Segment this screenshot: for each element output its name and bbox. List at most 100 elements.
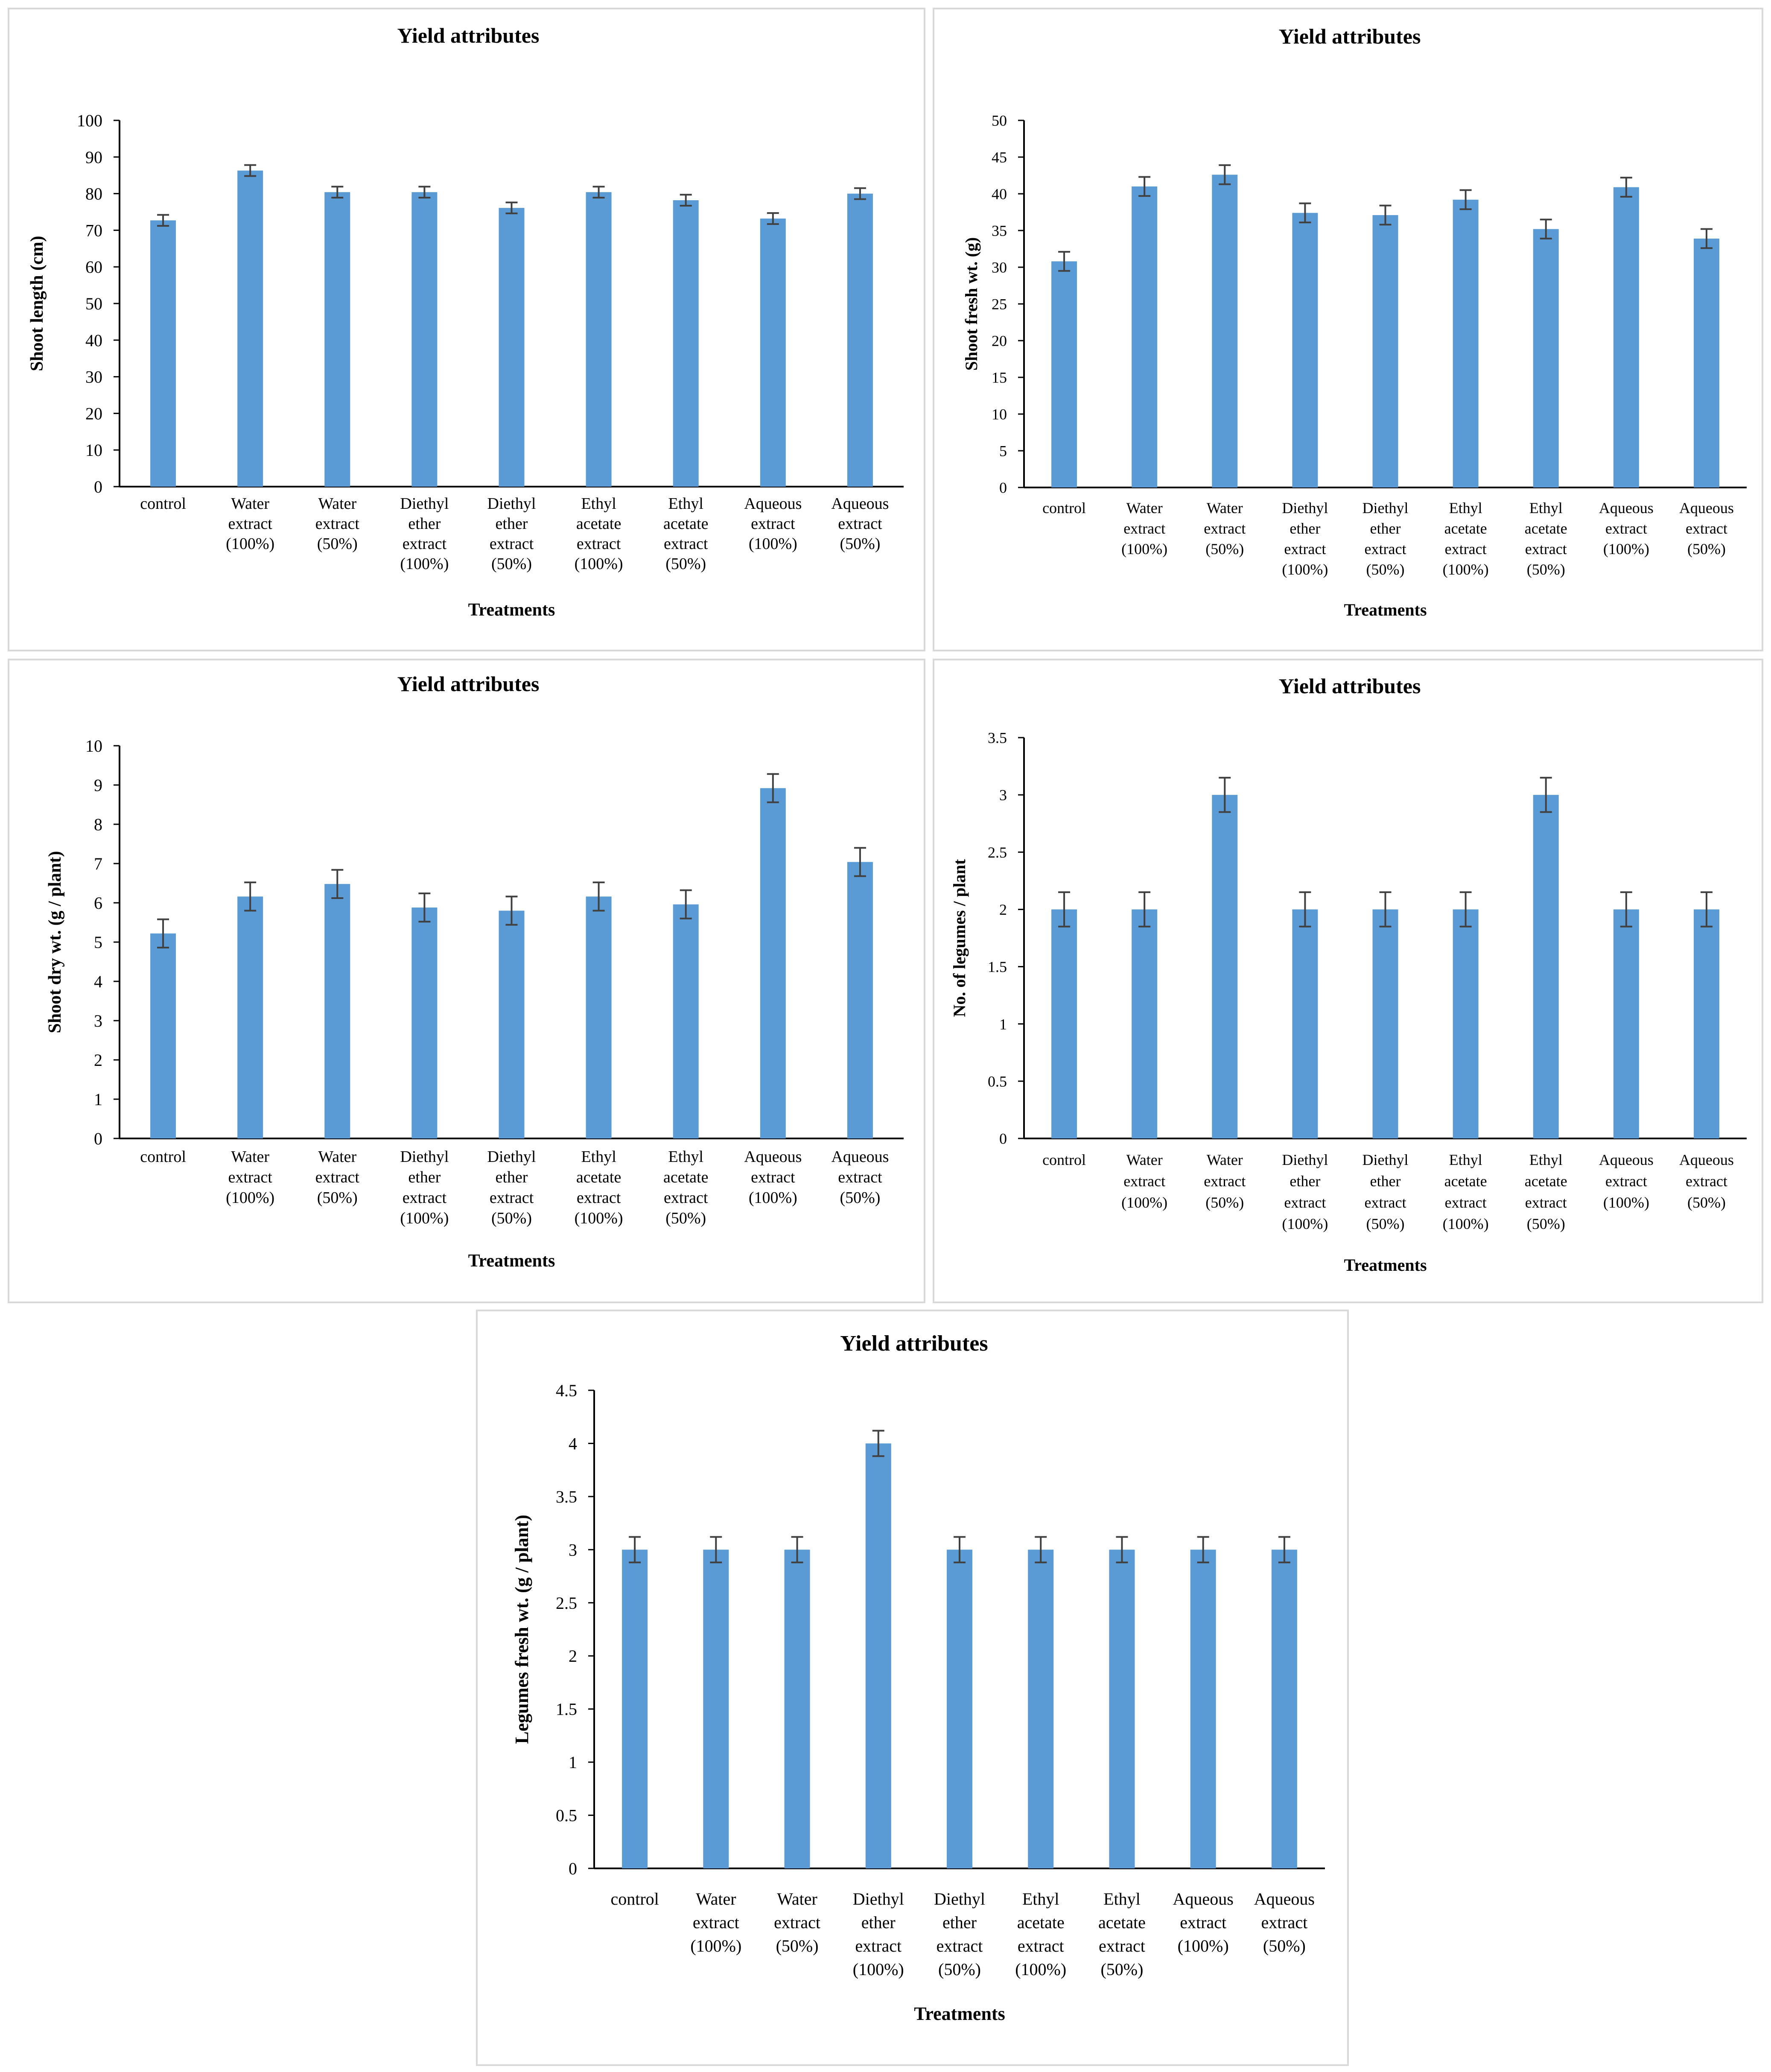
y-tick-label: 60 bbox=[85, 257, 102, 277]
y-tick-label: 2.5 bbox=[556, 1593, 577, 1613]
x-tick-label: Water extract (50%) bbox=[774, 1889, 820, 1955]
x-tick-label: Diethyl ether extract (100%) bbox=[400, 495, 449, 573]
bar-ethyl-acetate-extract-100 bbox=[1453, 909, 1479, 1138]
x-tick-label: Aqueous extract (50%) bbox=[831, 1148, 889, 1207]
bar-aqueous-extract-100 bbox=[1613, 909, 1639, 1138]
error-bar bbox=[331, 869, 344, 899]
y-tick-label: 100 bbox=[77, 111, 102, 130]
error-bar bbox=[331, 186, 344, 199]
bar-control bbox=[1051, 261, 1077, 487]
y-tick-label: 0 bbox=[999, 1130, 1007, 1147]
y-axis-title: Shoot length (cm) bbox=[27, 236, 47, 371]
x-axis-title: Treatments bbox=[1344, 1255, 1427, 1275]
x-tick-label: control bbox=[140, 495, 186, 513]
bar-aqueous-extract-50 bbox=[847, 193, 873, 487]
chart-panel-shoot-dry-wt: Yield attributes 0 1 2 3 4 5 6 7 8 9 10 control Water… bbox=[8, 659, 925, 1303]
bar-water-extract-50 bbox=[784, 1550, 810, 1868]
y-axis-title: Legumes fresh wt. (g / plant) bbox=[511, 1515, 532, 1744]
error-bar bbox=[680, 194, 692, 207]
y-tick-label: 5 bbox=[999, 443, 1007, 460]
y-tick-label: 6 bbox=[94, 893, 102, 913]
x-tick-label: Diethyl ether extract (100%) bbox=[400, 1148, 449, 1227]
x-axis-title: Treatments bbox=[468, 600, 555, 620]
x-tick-label: Water extract (100%) bbox=[1121, 499, 1167, 557]
error-bar bbox=[710, 1536, 722, 1564]
error-bar bbox=[1035, 1536, 1047, 1564]
error-bar bbox=[244, 881, 257, 912]
bar-aqueous-extract-50 bbox=[1693, 909, 1719, 1138]
y-tick-label: 3 bbox=[569, 1540, 577, 1559]
x-axis-title: Treatments bbox=[1344, 600, 1427, 619]
x-tick-label: Aqueous extract (50%) bbox=[831, 495, 889, 553]
y-tick-label: 2 bbox=[94, 1051, 102, 1070]
bar-aqueous-extract-100 bbox=[760, 788, 786, 1138]
x-tick-label: Water extract (50%) bbox=[1204, 499, 1246, 557]
y-tick-label: 50 bbox=[992, 112, 1007, 129]
error-bar bbox=[592, 186, 605, 199]
y-tick-label: 10 bbox=[85, 441, 102, 460]
error-bar bbox=[854, 847, 866, 877]
y-tick-label: 0 bbox=[94, 1129, 102, 1148]
error-bar bbox=[1459, 189, 1472, 210]
error-bar bbox=[1700, 228, 1713, 249]
y-tick-label: 3.5 bbox=[556, 1487, 577, 1506]
y-axis-title: Shoot dry wt. (g / plant) bbox=[45, 851, 65, 1033]
error-bar bbox=[1379, 891, 1392, 928]
bar-diethyl-ether-extract-50 bbox=[947, 1550, 972, 1868]
x-axis-title: Treatments bbox=[468, 1251, 555, 1271]
chart-shoot-dry-wt: Yield attributes 0 1 2 3 4 5 6 7 8 9 10 control Water… bbox=[45, 672, 904, 1271]
y-tick-label: 2 bbox=[569, 1646, 577, 1666]
bar-aqueous-extract-100 bbox=[1190, 1550, 1216, 1868]
bar-control bbox=[1051, 909, 1077, 1138]
x-tick-label: Ethyl acetate extract (100%) bbox=[575, 495, 623, 573]
x-tick-label: control bbox=[140, 1148, 186, 1166]
x-tick-label: Aqueous extract (100%) bbox=[1173, 1889, 1234, 1955]
error-bar bbox=[791, 1536, 803, 1564]
bar-control bbox=[150, 220, 176, 487]
error-bar bbox=[1540, 219, 1552, 239]
y-tick-label: 1 bbox=[94, 1090, 102, 1109]
chart-panel-shoot-fresh-wt: Yield attributes 0 5 10 15 20 25 30 35 40 45 50 cont… bbox=[933, 8, 1763, 651]
y-tick-label: 3 bbox=[94, 1011, 102, 1030]
bar-control bbox=[150, 933, 176, 1138]
error-bar bbox=[767, 212, 779, 225]
y-tick-label: 1.5 bbox=[988, 958, 1007, 975]
x-tick-label: Water extract (100%) bbox=[690, 1889, 741, 1955]
bar-aqueous-extract-50 bbox=[1693, 238, 1719, 487]
chart-panel-legumes-fresh-wt: Yield attributes 0 0.5 1 1.5 2 2.5 3 3.5 4 4.5 cont… bbox=[476, 1310, 1349, 2066]
x-tick-label: control bbox=[610, 1889, 659, 1909]
error-bar bbox=[1700, 891, 1713, 928]
x-tick-label: Ethyl acetate extract (50%) bbox=[663, 495, 708, 573]
bar-ethyl-acetate-extract-50 bbox=[1109, 1550, 1135, 1868]
error-bar bbox=[1379, 204, 1392, 226]
error-bar bbox=[1197, 1536, 1209, 1564]
error-bar bbox=[954, 1536, 966, 1564]
bar-water-extract-50 bbox=[324, 192, 350, 487]
error-bar bbox=[1299, 202, 1311, 224]
error-bar bbox=[1116, 1536, 1128, 1564]
y-tick-label: 40 bbox=[992, 186, 1007, 203]
error-bar bbox=[418, 892, 431, 923]
bar-control bbox=[622, 1550, 648, 1868]
error-bar bbox=[1620, 891, 1632, 928]
bar-aqueous-extract-50 bbox=[1271, 1550, 1297, 1868]
x-tick-label: Diethyl ether extract (100%) bbox=[1282, 1151, 1328, 1232]
y-tick-label: 2.5 bbox=[988, 844, 1007, 861]
x-tick-label: Aqueous extract (50%) bbox=[1679, 1151, 1734, 1211]
y-tick-label: 45 bbox=[992, 149, 1007, 166]
error-bar bbox=[157, 918, 169, 948]
bar-diethyl-ether-extract-50 bbox=[499, 911, 525, 1138]
y-tick-label: 2 bbox=[999, 901, 1007, 918]
bar-diethyl-ether-extract-50 bbox=[1372, 909, 1398, 1138]
x-tick-label: Aqueous extract (50%) bbox=[1679, 499, 1734, 557]
x-tick-label: Ethyl acetate extract (50%) bbox=[1525, 1151, 1567, 1232]
chart-title: Yield attributes bbox=[397, 672, 540, 696]
x-tick-label: Water extract (100%) bbox=[226, 495, 274, 553]
bar-ethyl-acetate-extract-50 bbox=[1533, 795, 1559, 1138]
x-tick-label: Ethyl acetate extract (50%) bbox=[663, 1148, 708, 1227]
x-tick-label: Ethyl acetate extract (100%) bbox=[575, 1148, 623, 1227]
x-tick-label: Water extract (50%) bbox=[315, 495, 360, 553]
x-tick-label: Diethyl ether extract (100%) bbox=[853, 1889, 904, 1979]
bar-ethyl-acetate-extract-100 bbox=[1028, 1550, 1054, 1868]
bar-diethyl-ether-extract-50 bbox=[1372, 215, 1398, 487]
